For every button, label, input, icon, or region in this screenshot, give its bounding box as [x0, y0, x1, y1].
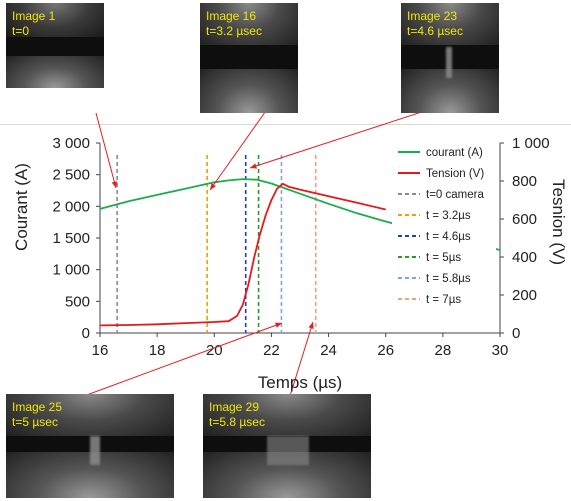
- camera-frame-25: Image 25 t=5 µsec: [6, 394, 174, 498]
- frame-label: Image 16: [206, 9, 257, 23]
- y2-tick-label: 600: [512, 211, 537, 228]
- y2-tick-label: 1 000: [512, 135, 550, 152]
- arrow-head: [250, 163, 257, 169]
- frame-pointer-arrow: [83, 322, 283, 397]
- x-tick-label: 16: [92, 342, 109, 359]
- x-tick-label: 28: [435, 342, 452, 359]
- camera-frame-29: Image 29 t=5.8 µsec: [203, 394, 371, 498]
- frame-pointer-arrow: [95, 112, 117, 189]
- y-tick-label: 1 500: [52, 230, 90, 247]
- x-tick-label: 22: [263, 342, 280, 359]
- tension-series-line: [99, 182, 386, 327]
- x-tick-label: 18: [149, 342, 166, 359]
- frame-time: t=4.6 µsec: [407, 24, 463, 38]
- x-tick-label: 30: [492, 342, 509, 359]
- camera-frame-23: Image 23 t=4.6 µsec: [401, 3, 499, 113]
- y-tick-label: 0: [82, 325, 90, 342]
- legend-label: t = 3.2µs: [426, 210, 471, 222]
- arrow-head: [210, 183, 216, 190]
- legend-label: t = 7µs: [426, 294, 461, 306]
- y2-tick-label: 200: [512, 287, 537, 304]
- frame-label: Image 1: [12, 9, 56, 23]
- frame-label: Image 25: [12, 400, 63, 414]
- frame-label: Image 23: [407, 9, 458, 23]
- y-tick-label: 2 500: [52, 167, 90, 184]
- legend-box: [392, 140, 496, 312]
- y2-tick-label: 400: [512, 249, 537, 266]
- legend-label: t=0 camera: [426, 189, 484, 201]
- y-tick-label: 3 000: [52, 135, 90, 152]
- legend-label: courant (A): [426, 147, 483, 159]
- camera-frame-1: Image 1 t=0: [6, 3, 104, 88]
- frame-pointer-arrow: [249, 105, 441, 169]
- y-axis-title: Courant (A): [12, 163, 31, 251]
- y-tick-label: 2 000: [52, 198, 90, 215]
- frame-time: t=3.2 µsec: [206, 24, 262, 38]
- frame-time: t=5.8 µsec: [209, 415, 265, 429]
- camera-frame-16: Image 16 t=3.2 µsec: [200, 3, 298, 113]
- x-tick-label: 26: [377, 342, 394, 359]
- y2-axis-title: Tesnion (V): [549, 179, 568, 265]
- frame-time: t=0: [12, 24, 30, 38]
- frame-time: t=5 µsec: [12, 415, 58, 429]
- x-tick-label: 24: [320, 342, 337, 359]
- legend-label: t = 4.6µs: [426, 231, 471, 243]
- y-tick-label: 500: [65, 293, 90, 310]
- x-axis-title: Temps (µs): [258, 373, 342, 392]
- legend-label: t = 5µs: [426, 252, 461, 264]
- separator-line: [0, 124, 571, 125]
- arrow-head: [111, 181, 117, 188]
- frame-pointer-arrow: [289, 321, 314, 397]
- frame-label: Image 29: [209, 400, 260, 414]
- arrow-head: [308, 322, 314, 329]
- y2-tick-label: 0: [512, 325, 520, 342]
- y2-tick-label: 800: [512, 173, 537, 190]
- frame-pointer-arrow: [209, 107, 269, 191]
- y-tick-label: 1 000: [52, 262, 90, 279]
- legend-label: Tension (V): [426, 168, 484, 180]
- arrow-head: [275, 322, 282, 328]
- legend-label: t = 5.8µs: [426, 273, 471, 285]
